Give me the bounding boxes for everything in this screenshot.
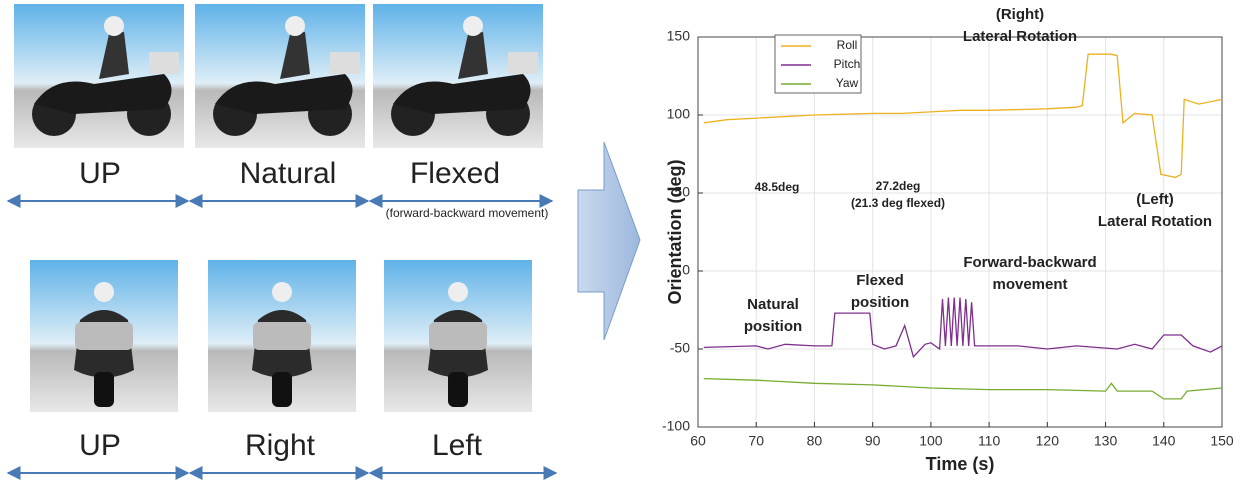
pose-label: Left [432, 429, 483, 462]
annotation: position [851, 294, 909, 311]
axes-box [697, 36, 1223, 428]
annotation: Lateral Rotation [1098, 213, 1212, 230]
x-tick-label: 100 [919, 433, 943, 449]
pose-label: Flexed [410, 157, 500, 190]
y-tick-label: -50 [670, 340, 690, 356]
legend-label: Pitch [834, 57, 861, 71]
annotation: (21.3 deg flexed) [851, 196, 945, 210]
annotation: Natural [747, 296, 799, 313]
y-tick-label: 0 [682, 262, 690, 278]
pose-label: UP [79, 157, 121, 190]
y-tick-label: 100 [667, 106, 691, 122]
y-tick-label: 150 [667, 28, 691, 44]
series-line [703, 297, 1223, 359]
x-tick-label: 110 [978, 433, 1001, 449]
annotation: position [744, 318, 802, 335]
annotation: Flexed [856, 272, 904, 289]
x-tick-label: 120 [1036, 433, 1060, 449]
x-tick-label: 90 [865, 433, 881, 449]
chart: 60 70 80 90 100 110 120 130 140 150 -100 -50 0 50 100 1… [662, 6, 1234, 474]
pose-label: Right [245, 429, 316, 462]
y-axis-label: Orientation (deg) [665, 160, 685, 305]
annotation: 27.2deg [876, 179, 921, 193]
x-tick-label: 130 [1094, 433, 1118, 449]
x-tick-label: 70 [748, 433, 764, 449]
plot-area [698, 37, 1222, 427]
x-tick-label: 80 [807, 433, 823, 449]
x-axis-label: Time (s) [926, 454, 995, 474]
y-tick-label: -100 [662, 418, 690, 434]
pose-label: Natural [240, 157, 337, 190]
annotation: Forward-backward [963, 254, 1096, 271]
y-tick-label: 50 [674, 184, 690, 200]
annotation: Lateral Rotation [963, 28, 1077, 45]
pose-note: (forward-backward movement) [386, 206, 549, 220]
pose-label: UP [79, 429, 121, 462]
series-line [703, 53, 1223, 179]
big-arrow [577, 141, 641, 341]
legend-label: Roll [837, 38, 858, 52]
annotation: (Right) [996, 6, 1044, 23]
annotation: 48.5deg [755, 180, 800, 194]
annotation: movement [992, 276, 1067, 293]
x-tick-label: 150 [1210, 433, 1234, 449]
series-line [703, 377, 1223, 400]
x-tick-label: 140 [1152, 433, 1176, 449]
range-arrows [6, 194, 558, 480]
annotation: (Left) [1136, 191, 1174, 208]
x-tick-label: 60 [690, 433, 706, 449]
legend-label: Yaw [836, 76, 859, 90]
